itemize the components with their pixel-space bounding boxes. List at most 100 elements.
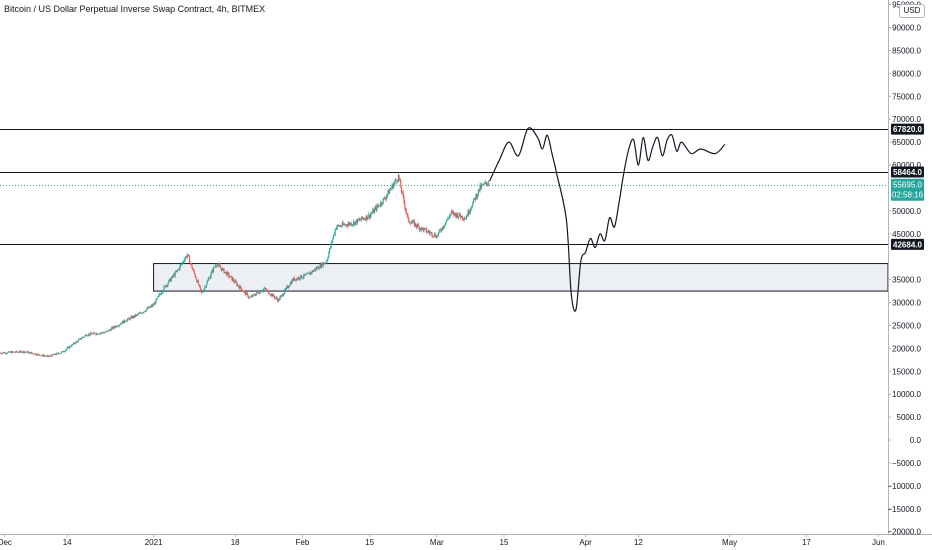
candle-body [421, 227, 423, 230]
candle-body [279, 296, 281, 300]
candle-body [400, 180, 402, 188]
candle-body [361, 216, 363, 219]
candle-body [227, 272, 229, 274]
candle-body [250, 295, 252, 297]
candle-body [298, 277, 300, 280]
candle-body [70, 346, 72, 347]
projection-curve[interactable] [489, 127, 726, 312]
candle-body [341, 222, 343, 227]
candle-body [112, 327, 114, 329]
candle-body [157, 295, 159, 297]
candle-body [353, 221, 355, 225]
candle-body [399, 179, 401, 181]
candle-body [237, 284, 239, 287]
candle-body [5, 353, 7, 354]
candle-body [481, 184, 483, 189]
candle-body [105, 331, 107, 332]
support-zone-box[interactable] [153, 263, 889, 292]
candle-body [285, 287, 287, 290]
currency-button[interactable]: USD [899, 4, 925, 18]
candle-body [2, 352, 4, 354]
candle-body [283, 293, 285, 295]
candle-body [92, 333, 94, 335]
candle-body [320, 264, 322, 268]
candle-body [197, 280, 199, 285]
y-tick-label: 35000.0 [892, 276, 921, 285]
candle-body [117, 326, 119, 327]
candle-body [155, 299, 157, 304]
projection-layer [489, 127, 726, 312]
candle-body [413, 221, 415, 227]
candle-body [98, 334, 100, 335]
y-tick-label: 25000.0 [892, 321, 921, 330]
candle-body [429, 232, 431, 234]
candle-body [30, 352, 32, 354]
candle-body [462, 218, 464, 220]
horizontal-levels-layer [0, 129, 888, 245]
candle-body [73, 342, 75, 345]
y-tick-label: 80000.0 [892, 69, 921, 78]
candle-body [369, 214, 371, 218]
candle-body [297, 278, 299, 280]
candle-body [373, 208, 375, 213]
candle-body [71, 344, 73, 347]
candle-body [83, 336, 85, 338]
candle-body [38, 354, 40, 356]
candle-body [141, 312, 143, 314]
candle-body [416, 226, 418, 228]
candle-body [453, 212, 455, 215]
candle-body [149, 306, 151, 308]
candle-body [461, 215, 463, 219]
y-tick-label: 65000.0 [892, 138, 921, 147]
candle-body [457, 213, 459, 218]
candle-body [274, 297, 276, 299]
candle-body [463, 218, 465, 220]
candle-body [436, 235, 438, 238]
candle-body [365, 215, 367, 220]
candle-body [73, 342, 75, 344]
candle-body [64, 351, 66, 352]
candle-body [469, 212, 471, 214]
candle-body [441, 226, 443, 231]
candle-body [360, 219, 362, 221]
candle-body [465, 218, 467, 220]
candle-body [229, 276, 231, 278]
candle-body [7, 352, 9, 354]
candle-body [195, 277, 197, 280]
candle-body [266, 290, 268, 292]
candle-body [336, 227, 338, 229]
candle-body [231, 276, 233, 281]
candle-body [401, 191, 403, 193]
candle-body [309, 272, 311, 275]
candle-body [395, 179, 397, 181]
candle-body [228, 273, 230, 277]
candle-body [403, 196, 405, 203]
candle-body [241, 288, 243, 291]
candle-body [305, 274, 307, 276]
current-price-label: 55695.0 [893, 181, 922, 190]
candle-body [23, 351, 25, 353]
candle-body [81, 337, 83, 339]
candle-body [57, 352, 59, 354]
candle-body [161, 291, 163, 293]
candle-body [327, 257, 329, 260]
x-tick-label: Mar [430, 538, 444, 547]
candle-body [45, 356, 47, 357]
candle-body [447, 218, 449, 219]
candle-body [312, 270, 314, 272]
candle-body [180, 264, 182, 266]
candle-body [0, 352, 2, 354]
candle-body [363, 218, 365, 220]
candle-body [319, 264, 321, 269]
candle-body [192, 268, 194, 270]
candle-body [3, 352, 5, 354]
candle-body [181, 263, 183, 265]
candle-body [53, 354, 55, 356]
candle-body [427, 231, 429, 233]
candle-body [460, 216, 462, 218]
candle-body [409, 221, 411, 223]
candle-body [88, 333, 90, 336]
candle-body [285, 289, 287, 290]
candle-body [80, 338, 82, 340]
